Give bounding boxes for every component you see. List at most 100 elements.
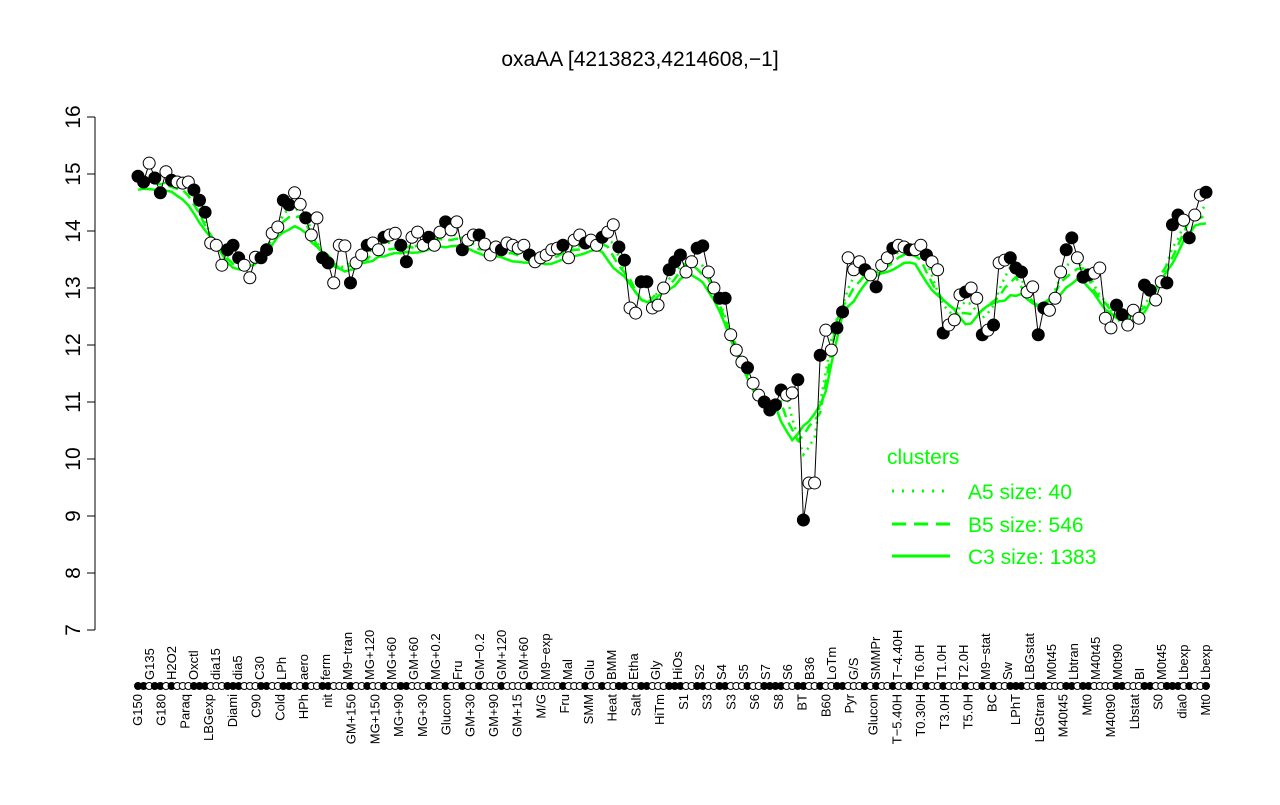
data-point: [293, 197, 307, 211]
data-point: [1059, 243, 1073, 257]
x-tick-label: Glucon: [866, 694, 881, 735]
y-tick-label: 10: [62, 447, 85, 470]
y-tick-label: 13: [62, 276, 85, 299]
x-tick-label: Diami: [225, 694, 240, 727]
data-point: [651, 298, 665, 312]
x-tick-label: BC: [984, 694, 999, 712]
data-point: [813, 348, 827, 362]
data-point: [707, 281, 721, 295]
data-point: [836, 305, 850, 319]
x-tick-label: Mt0: [1198, 694, 1213, 716]
y-tick-label: 9: [62, 510, 85, 522]
x-tick-label: M0t90: [1110, 644, 1125, 680]
data-point: [321, 256, 335, 270]
x-tick-label: HPh: [296, 694, 311, 719]
x-tick-label: GM+150: [344, 694, 359, 744]
x-tick-label: Mt0: [1079, 694, 1094, 716]
data-point: [450, 215, 464, 229]
x-tick-label: Lbexp: [1176, 645, 1191, 680]
data-point: [517, 238, 531, 252]
x-tick-label: aero: [296, 654, 311, 680]
data-point: [1042, 303, 1056, 317]
data-point: [1121, 318, 1135, 332]
data-point: [288, 186, 302, 200]
x-tick-label: MG+0.2: [428, 633, 443, 680]
x-tick-label: Lbstat: [1127, 694, 1142, 730]
x-tick-label: M40t45: [1056, 694, 1071, 737]
y-tick-label: 8: [62, 567, 85, 579]
x-tick-label: G150: [130, 694, 145, 726]
data-point: [209, 238, 223, 252]
data-point: [685, 255, 699, 269]
data-point: [740, 361, 754, 375]
data-point: [729, 343, 743, 357]
x-tick-label: Sw: [1000, 661, 1015, 680]
data-point: [193, 193, 207, 207]
x-tick-label: S8: [771, 694, 786, 710]
data-point: [1003, 251, 1017, 265]
x-tick-label: Gly: [648, 660, 663, 680]
x-tick-label: M9−exp: [538, 633, 553, 680]
x-tick-label: S5: [736, 664, 751, 680]
x-tick-label: LPh: [274, 657, 289, 680]
data-point: [612, 240, 626, 254]
data-point: [243, 271, 257, 285]
x-tick-label: Etha: [626, 652, 641, 680]
x-tick-label: S2: [692, 664, 707, 680]
x-tick-label: S1: [676, 694, 691, 710]
data-point: [629, 306, 643, 320]
x-tick-label: M0t45: [1044, 644, 1059, 680]
data-point: [1098, 311, 1112, 325]
x-tick-label: T2.0H: [956, 645, 971, 680]
data-point: [696, 239, 710, 253]
data-point: [282, 198, 296, 212]
cluster-line-a5: [137, 175, 1208, 458]
data-point: [371, 243, 385, 257]
data-point: [338, 239, 352, 253]
data-point: [1199, 185, 1213, 199]
x-tick-label: nit: [320, 694, 335, 708]
x-tick-label: M9−stat: [978, 633, 993, 680]
y-tick-label: 12: [62, 333, 85, 356]
rug-point: [1202, 682, 1210, 690]
x-tick-label: M40t45: [1088, 637, 1103, 680]
x-tick-label: Cold: [272, 694, 287, 721]
cluster-lines: [137, 175, 1208, 458]
y-tick-label: 14: [62, 219, 85, 243]
x-tick-label: MG+90: [391, 694, 406, 737]
x-tick-label: BT: [795, 694, 810, 711]
y-tick-label: 11: [62, 391, 85, 413]
x-tick-label: T1.0H: [934, 645, 949, 680]
x-tick-label: GM+30: [462, 694, 477, 737]
data-point: [1014, 265, 1028, 279]
x-tick-label: S3: [700, 694, 715, 710]
x-tick-label: T−5.40H: [889, 694, 904, 744]
data-point: [1070, 251, 1084, 265]
data-point: [947, 313, 961, 327]
data-point: [785, 386, 799, 400]
x-tick-label: GM−0.2: [472, 633, 487, 680]
data-point: [1143, 283, 1157, 297]
x-tick-label: MG+60: [384, 637, 399, 680]
x-rug: [134, 682, 1210, 690]
data-point: [914, 238, 928, 252]
data-point: [746, 376, 760, 390]
x-tick-label: G135: [142, 648, 157, 680]
x-tick-label: M40t90: [1103, 694, 1118, 737]
data-point: [864, 268, 878, 282]
x-tick-label: GM+90: [486, 694, 501, 737]
data-point: [226, 238, 240, 252]
y-tick-label: 16: [62, 105, 85, 128]
data-point: [718, 291, 732, 305]
x-tick-label: GM+120: [494, 630, 509, 680]
data-point: [1104, 321, 1118, 335]
data-point: [869, 280, 883, 294]
data-point: [931, 263, 945, 277]
x-tick-label: M0t45: [1154, 644, 1169, 680]
data-point: [562, 251, 576, 265]
x-tick-label: Pyr: [842, 693, 857, 713]
x-tick-label: S4: [714, 664, 729, 680]
data-point: [215, 258, 229, 272]
y-tick-label: 15: [62, 162, 85, 185]
data-point: [304, 228, 318, 242]
